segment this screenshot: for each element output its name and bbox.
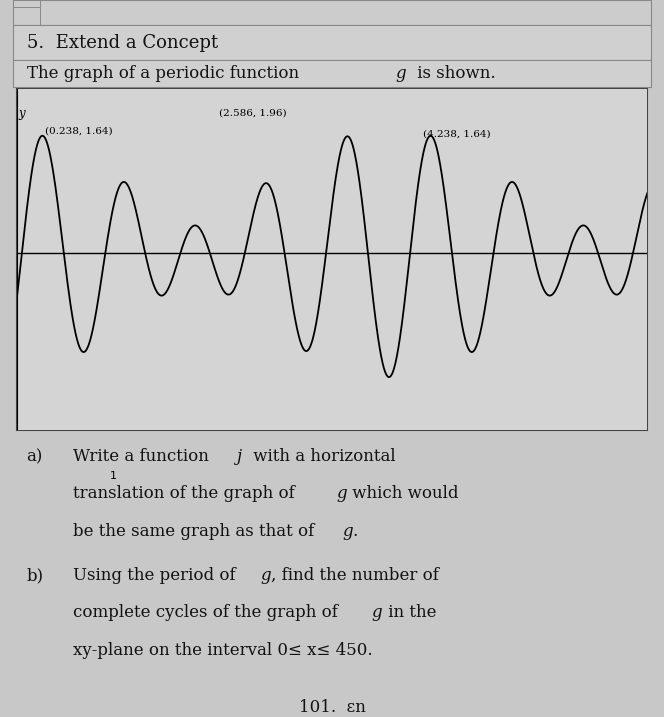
Text: Write a function: Write a function <box>73 448 214 465</box>
Text: g: g <box>372 604 382 622</box>
Text: complete cycles of the graph of: complete cycles of the graph of <box>73 604 343 622</box>
Text: is shown.: is shown. <box>412 65 495 82</box>
Text: .: . <box>352 523 357 540</box>
Text: j: j <box>236 448 241 465</box>
Text: xy-plane on the interval 0≤ x≤ 450.: xy-plane on the interval 0≤ x≤ 450. <box>73 642 373 659</box>
Bar <box>17 89 647 430</box>
Text: a): a) <box>27 448 43 465</box>
Text: The graph of a periodic function: The graph of a periodic function <box>27 65 304 82</box>
Text: g: g <box>336 485 347 503</box>
Text: b): b) <box>27 567 44 584</box>
Text: 1: 1 <box>110 471 117 481</box>
Text: be the same graph as that of: be the same graph as that of <box>73 523 319 540</box>
Bar <box>13 25 651 60</box>
Text: g: g <box>260 567 271 584</box>
Text: y: y <box>19 107 25 120</box>
Text: , find the number of: , find the number of <box>271 567 439 584</box>
Text: in the: in the <box>383 604 437 622</box>
Bar <box>13 60 651 87</box>
Text: g: g <box>395 65 406 82</box>
Text: g: g <box>343 523 353 540</box>
Bar <box>13 0 651 25</box>
Text: (4.238, 1.64): (4.238, 1.64) <box>423 129 491 138</box>
Text: Using the period of: Using the period of <box>73 567 241 584</box>
Text: 101.  εn: 101. εn <box>299 699 365 716</box>
Text: (0.238, 1.64): (0.238, 1.64) <box>44 127 112 136</box>
Text: 5.  Extend a Concept: 5. Extend a Concept <box>27 34 218 52</box>
Text: translation of the graph of: translation of the graph of <box>73 485 300 503</box>
Text: which would: which would <box>347 485 459 503</box>
Text: (2.586, 1.96): (2.586, 1.96) <box>219 109 287 118</box>
Text: with a horizontal: with a horizontal <box>248 448 395 465</box>
